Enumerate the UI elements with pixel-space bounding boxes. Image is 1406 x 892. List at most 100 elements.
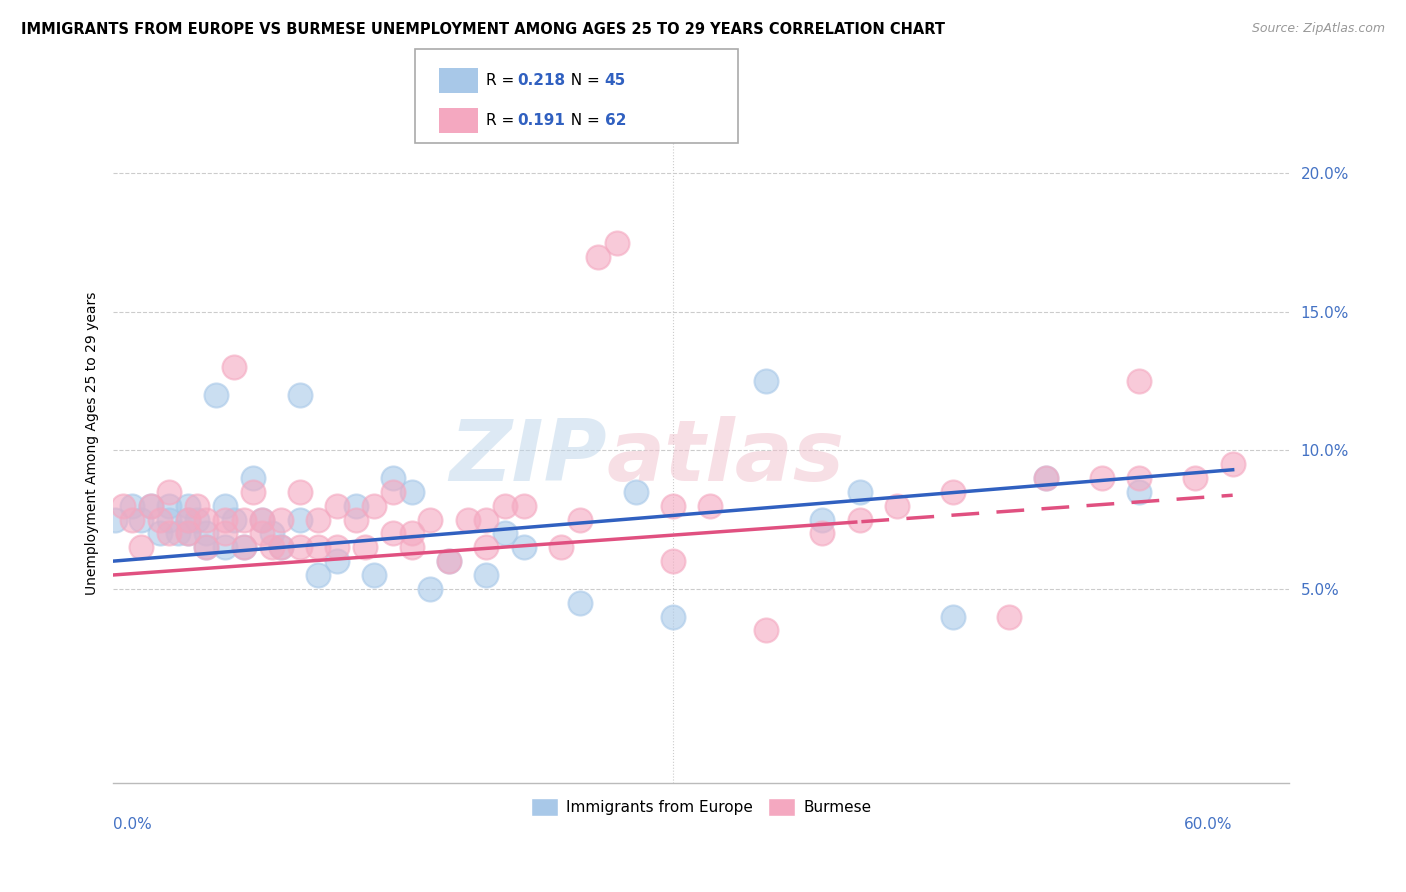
Point xyxy=(401,526,423,541)
Point xyxy=(149,526,172,541)
Point xyxy=(662,554,685,568)
Text: 0.0%: 0.0% xyxy=(114,817,152,832)
Point xyxy=(811,513,834,527)
Point xyxy=(177,526,200,541)
Point xyxy=(942,609,965,624)
Point xyxy=(848,484,870,499)
Point xyxy=(457,513,479,527)
Point xyxy=(606,235,628,250)
Point xyxy=(475,513,498,527)
Point xyxy=(129,513,152,527)
Y-axis label: Unemployment Among Ages 25 to 29 years: Unemployment Among Ages 25 to 29 years xyxy=(86,292,100,595)
Point xyxy=(475,568,498,582)
Point xyxy=(568,596,591,610)
Point xyxy=(270,513,292,527)
Text: 0.218: 0.218 xyxy=(517,73,565,88)
Point xyxy=(1128,484,1150,499)
Point xyxy=(288,513,311,527)
Text: R =: R = xyxy=(486,113,520,128)
Point xyxy=(232,541,254,555)
Point xyxy=(260,541,283,555)
Point xyxy=(157,499,180,513)
Point xyxy=(1035,471,1057,485)
Point xyxy=(157,484,180,499)
Point xyxy=(886,499,908,513)
Point xyxy=(588,250,610,264)
Text: atlas: atlas xyxy=(607,416,845,499)
Point xyxy=(401,484,423,499)
Legend: Immigrants from Europe, Burmese: Immigrants from Europe, Burmese xyxy=(524,792,877,822)
Point xyxy=(214,526,236,541)
Point xyxy=(139,499,162,513)
Point xyxy=(382,484,405,499)
Text: 62: 62 xyxy=(605,113,626,128)
Point xyxy=(354,541,377,555)
Point xyxy=(307,541,329,555)
Point xyxy=(288,541,311,555)
Point xyxy=(204,388,226,402)
Point xyxy=(104,513,127,527)
Text: 45: 45 xyxy=(605,73,626,88)
Point xyxy=(568,513,591,527)
Point xyxy=(157,526,180,541)
Point xyxy=(149,513,172,527)
Point xyxy=(195,526,218,541)
Point xyxy=(121,513,143,527)
Point xyxy=(419,582,441,596)
Point xyxy=(252,526,274,541)
Point xyxy=(811,526,834,541)
Text: N =: N = xyxy=(561,73,605,88)
Point xyxy=(382,471,405,485)
Point xyxy=(363,568,385,582)
Point xyxy=(624,484,647,499)
Point xyxy=(186,499,208,513)
Point xyxy=(755,624,778,638)
Point xyxy=(1128,471,1150,485)
Text: Source: ZipAtlas.com: Source: ZipAtlas.com xyxy=(1251,22,1385,36)
Point xyxy=(307,568,329,582)
Text: IMMIGRANTS FROM EUROPE VS BURMESE UNEMPLOYMENT AMONG AGES 25 TO 29 YEARS CORRELA: IMMIGRANTS FROM EUROPE VS BURMESE UNEMPL… xyxy=(21,22,945,37)
Point xyxy=(363,499,385,513)
Point xyxy=(167,526,190,541)
Point xyxy=(252,513,274,527)
Point xyxy=(177,513,200,527)
Point xyxy=(139,499,162,513)
Point xyxy=(1091,471,1114,485)
Point xyxy=(214,513,236,527)
Point xyxy=(997,609,1019,624)
Point xyxy=(214,499,236,513)
Point xyxy=(401,541,423,555)
Point xyxy=(326,499,349,513)
Point xyxy=(344,499,367,513)
Point xyxy=(177,499,200,513)
Point xyxy=(437,554,460,568)
Point xyxy=(288,484,311,499)
Point xyxy=(344,513,367,527)
Point xyxy=(242,484,264,499)
Point xyxy=(157,513,180,527)
Point xyxy=(512,541,534,555)
Point xyxy=(512,499,534,513)
Point xyxy=(550,541,572,555)
Point xyxy=(1184,471,1206,485)
Text: N =: N = xyxy=(561,113,605,128)
Point xyxy=(326,554,349,568)
Point xyxy=(1128,374,1150,388)
Text: 60.0%: 60.0% xyxy=(1184,817,1233,832)
Point xyxy=(232,541,254,555)
Point xyxy=(186,513,208,527)
Point xyxy=(1222,457,1244,471)
Point xyxy=(494,526,516,541)
Point xyxy=(252,513,274,527)
Point xyxy=(419,513,441,527)
Point xyxy=(437,554,460,568)
Text: 0.191: 0.191 xyxy=(517,113,565,128)
Point xyxy=(177,513,200,527)
Point xyxy=(848,513,870,527)
Point xyxy=(224,360,246,375)
Point xyxy=(121,499,143,513)
Point xyxy=(475,541,498,555)
Point xyxy=(942,484,965,499)
Text: R =: R = xyxy=(486,73,520,88)
Point xyxy=(270,541,292,555)
